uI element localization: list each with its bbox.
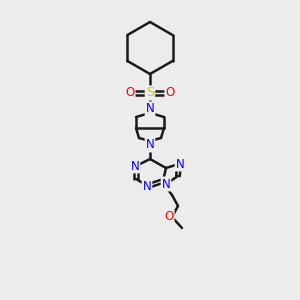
Text: N: N bbox=[146, 103, 154, 116]
Text: N: N bbox=[176, 158, 184, 170]
Text: O: O bbox=[164, 211, 174, 224]
Text: N: N bbox=[130, 160, 140, 172]
Text: S: S bbox=[146, 86, 154, 100]
Text: N: N bbox=[146, 139, 154, 152]
Text: O: O bbox=[125, 86, 135, 100]
Text: O: O bbox=[165, 86, 175, 100]
Text: N: N bbox=[162, 178, 170, 190]
Text: N: N bbox=[142, 179, 152, 193]
